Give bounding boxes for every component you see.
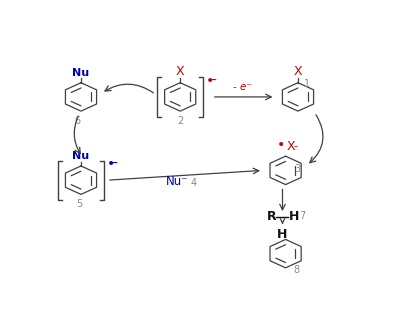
Text: 1: 1 [304, 79, 310, 89]
Text: H: H [277, 228, 288, 241]
Text: 4: 4 [191, 178, 197, 188]
Text: - e⁻: - e⁻ [233, 81, 252, 92]
Text: 2: 2 [177, 115, 183, 126]
Text: •: • [277, 138, 285, 152]
Text: X: X [287, 140, 296, 153]
Text: 5: 5 [76, 199, 82, 209]
Text: Nu: Nu [72, 151, 90, 161]
Text: •: • [206, 74, 214, 88]
Text: Nu⁻: Nu⁻ [166, 175, 188, 188]
Text: –: – [209, 74, 216, 88]
Text: -: - [294, 141, 298, 151]
Text: X: X [176, 65, 184, 78]
Text: X: X [294, 65, 302, 78]
Text: 6: 6 [74, 115, 80, 126]
Text: Nu: Nu [72, 68, 90, 78]
Text: 3: 3 [294, 164, 300, 174]
Text: •: • [106, 157, 115, 171]
Text: H: H [289, 211, 299, 224]
Text: 8: 8 [294, 266, 300, 275]
Text: R: R [267, 211, 276, 224]
Text: 7: 7 [300, 211, 306, 221]
Text: –: – [110, 157, 117, 171]
